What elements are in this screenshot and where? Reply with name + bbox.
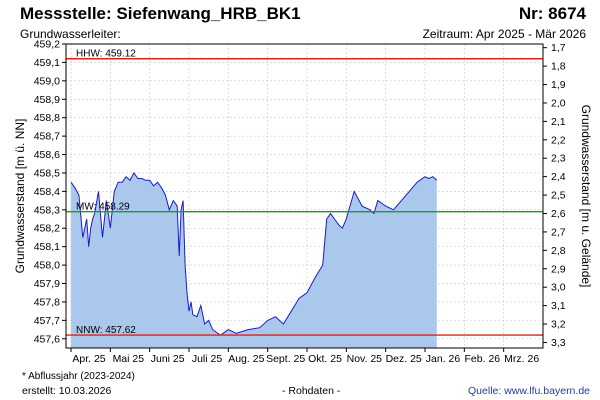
aquifer-label: Grundwasserleiter: xyxy=(20,27,121,41)
right-tick-label: 2,9 xyxy=(551,263,566,275)
created-date: erstellt: 10.03.2026 xyxy=(22,385,112,397)
reference-label: MW: 458.29 xyxy=(76,202,130,213)
x-tick-label: Juli 25 xyxy=(192,353,223,365)
left-tick-label: 457,8 xyxy=(34,296,60,308)
reference-lines: HHW: 459.12 MW: 458.29 NNW: 457.62 xyxy=(66,49,543,336)
page-title: Messstelle: Siefenwang_HRB_BK1 xyxy=(20,4,301,23)
x-axis-ticks: Apr. 25 Mai 25 Juni 25 Juli 25 Aug. 25 Sept. … xyxy=(70,348,539,365)
left-tick-label: 458,0 xyxy=(34,260,60,272)
left-tick-label: 458,8 xyxy=(34,112,60,124)
left-tick-label: 458,5 xyxy=(34,167,60,179)
plot-frame xyxy=(65,43,544,349)
reference-label: NNW: 457.62 xyxy=(76,325,136,336)
source-link[interactable]: Quelle: www.lfu.bayern.de xyxy=(468,385,590,397)
left-tick-label: 458,4 xyxy=(34,186,60,198)
left-tick-label: 458,6 xyxy=(34,149,60,161)
left-tick-label: 459,0 xyxy=(34,75,60,87)
x-tick-label: Sept. 25 xyxy=(266,353,305,365)
x-tick-label: Juni 25 xyxy=(151,353,185,365)
right-tick-label: 2,4 xyxy=(551,171,566,183)
left-tick-label: 459,2 xyxy=(34,39,60,51)
left-tick-label: 458,1 xyxy=(34,241,60,253)
right-tick-label: 1,8 xyxy=(551,61,566,73)
x-tick-label: Apr. 25 xyxy=(72,353,105,365)
period-label: Zeitraum: Apr 2025 - Mär 2026 xyxy=(422,27,586,41)
groundwater-line xyxy=(70,172,438,336)
right-tick-label: 3,1 xyxy=(551,300,566,312)
left-tick-label: 459,1 xyxy=(34,57,60,69)
right-tick-label: 2,8 xyxy=(551,245,566,257)
x-tick-label: Nov. 25 xyxy=(347,353,383,365)
x-tick-label: Mai 25 xyxy=(113,353,145,365)
right-tick-label: 2,7 xyxy=(551,226,566,238)
footnote: * Abflussjahr (2023-2024) xyxy=(22,371,135,382)
x-tick-label: Feb. 26 xyxy=(465,353,501,365)
right-tick-label: 3,3 xyxy=(551,337,566,349)
right-tick-label: 3,2 xyxy=(551,319,566,331)
x-tick-label: Okt. 25 xyxy=(308,353,342,365)
left-axis-ticks: 457,6 457,7 457,8 457,9 458,0 458,1 458,2 458,3… xyxy=(34,39,66,345)
right-tick-label: 2,0 xyxy=(551,97,566,109)
right-tick-label: 2,3 xyxy=(551,153,566,165)
x-tick-label: Aug. 25 xyxy=(228,353,264,365)
right-tick-label: 3,0 xyxy=(551,282,566,294)
left-tick-label: 458,9 xyxy=(34,94,60,106)
right-tick-label: 1,7 xyxy=(551,42,566,54)
right-tick-label: 2,6 xyxy=(551,208,566,220)
x-tick-label: Jan. 26 xyxy=(426,353,461,365)
x-tick-label: Mrz. 26 xyxy=(504,353,539,365)
left-tick-label: 457,7 xyxy=(34,315,60,327)
left-tick-label: 458,3 xyxy=(34,204,60,216)
left-tick-label: 458,7 xyxy=(34,131,60,143)
left-tick-label: 457,9 xyxy=(34,278,60,290)
left-tick-label: 458,2 xyxy=(34,223,60,235)
reference-label: HHW: 459.12 xyxy=(76,49,136,60)
station-number: Nr: 8674 xyxy=(518,4,586,23)
x-tick-label: Dez. 25 xyxy=(386,353,422,365)
right-axis-ticks: 1,7 1,8 1,9 2,0 2,1 2,2 2,3 2,4 2,5 2,6 2,7 2,8 2,9 3… xyxy=(543,42,566,349)
left-tick-label: 457,6 xyxy=(34,333,60,345)
groundwater-area xyxy=(71,173,437,348)
right-tick-label: 2,1 xyxy=(551,116,566,128)
rawdata-label: - Rohdaten - xyxy=(282,385,341,397)
right-axis-label: Grundwasserstand [m u. Gelände] xyxy=(579,105,593,288)
left-axis-label: Grundwasserstand [m ü. NN] xyxy=(13,119,27,274)
right-tick-label: 2,2 xyxy=(551,134,566,146)
right-tick-label: 1,9 xyxy=(551,79,566,91)
right-tick-label: 2,5 xyxy=(551,190,566,202)
